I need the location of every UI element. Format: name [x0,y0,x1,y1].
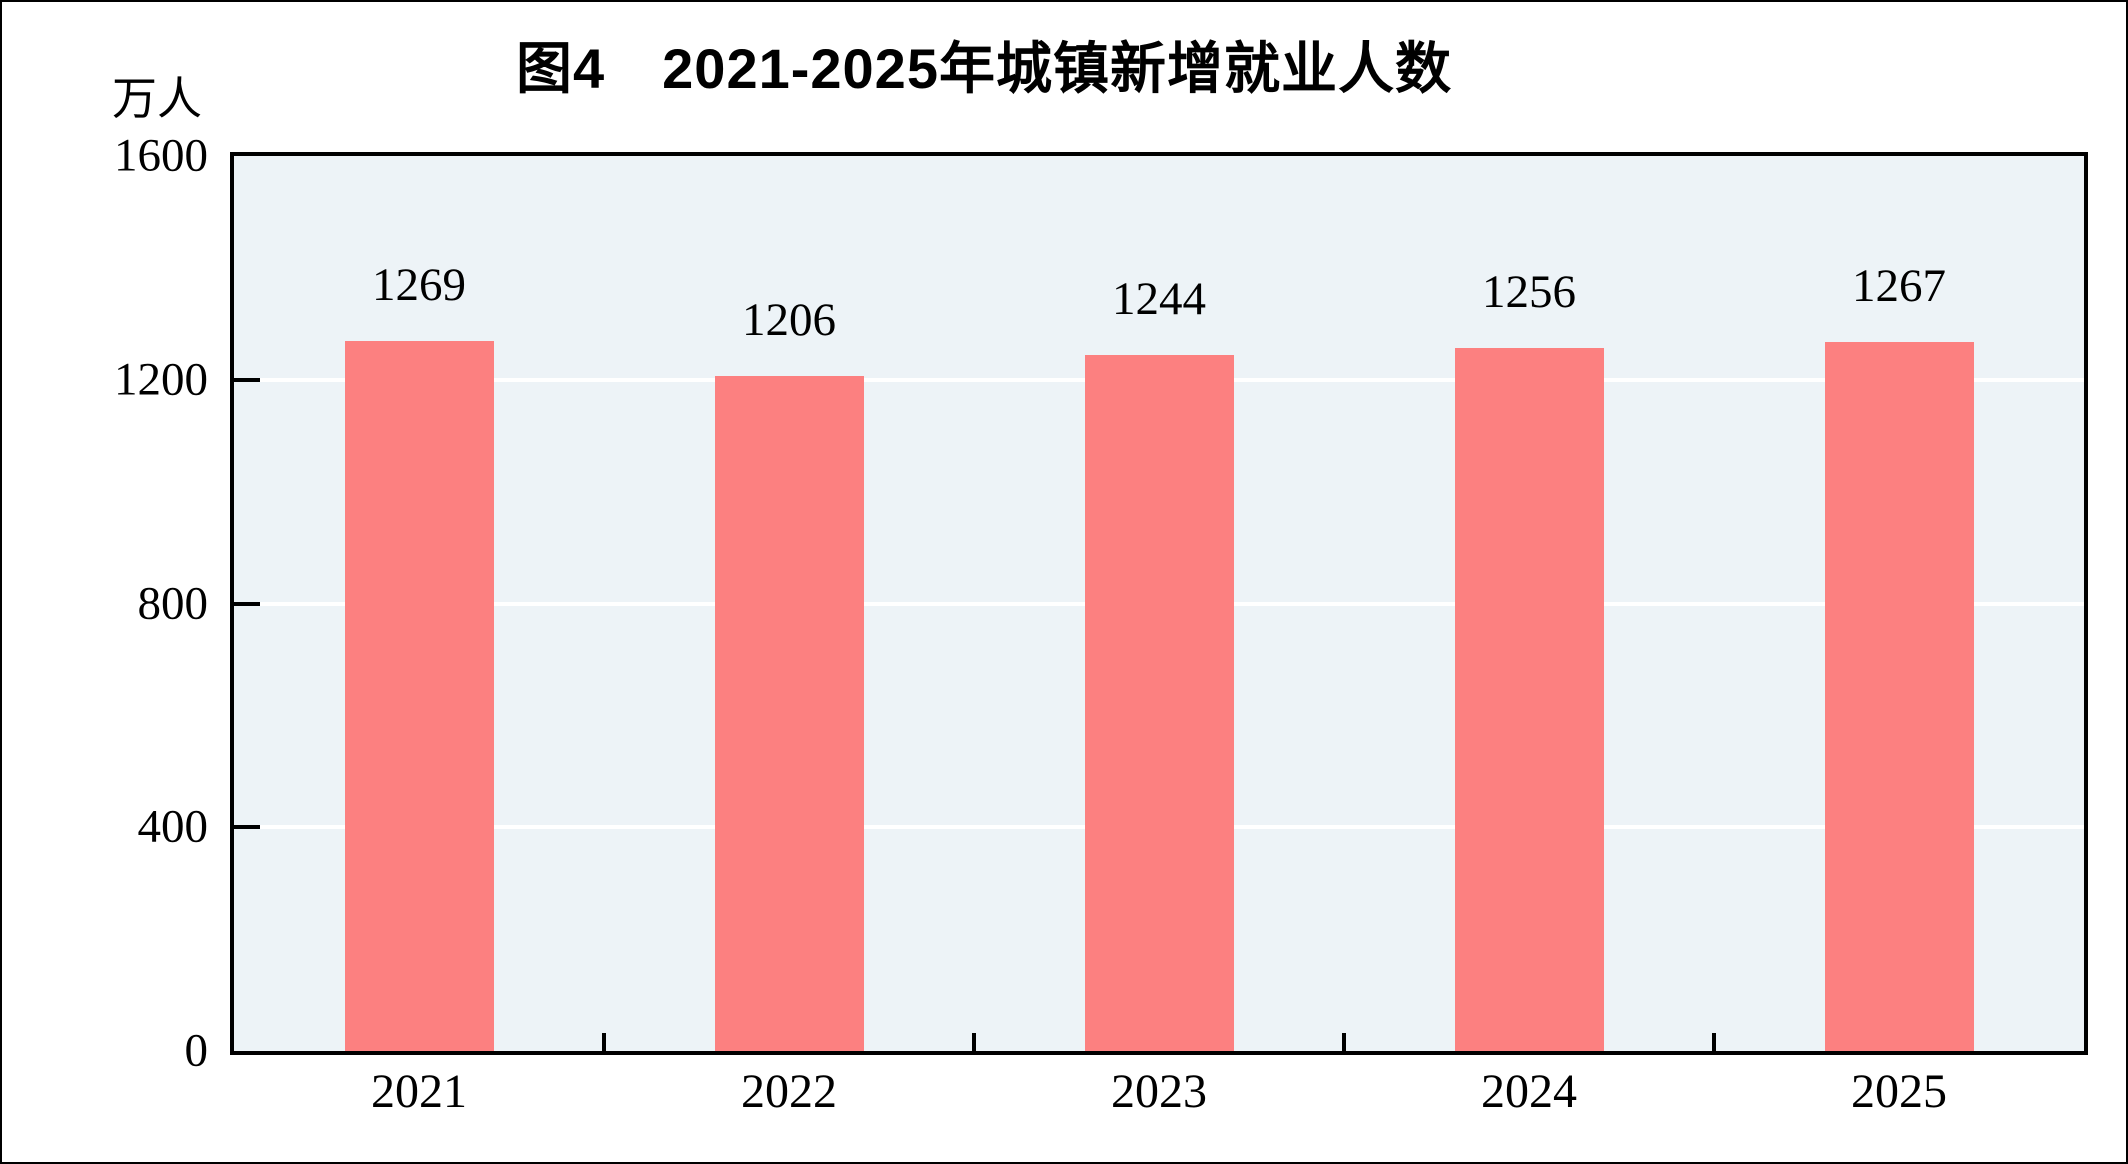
y-tick-label-1200: 1200 [114,353,208,406]
bar-value-label-2024: 1256 [1482,266,1576,319]
y-tick-label-400: 400 [137,800,209,853]
bar-value-label-2023: 1244 [1112,273,1206,326]
y-axis-tick-labels: 0 400 800 1200 1600 [2,132,209,1074]
y-axis-tick-400 [234,825,260,830]
x-axis-tick-boundary-3 [1342,1033,1346,1051]
y-axis-tick-800 [234,601,260,606]
plot-area: 1269 1206 1244 1256 1267 [230,152,2088,1055]
bar-2023 [1084,355,1234,1051]
bar-2025 [1824,342,1974,1051]
x-tick-label-2024: 2024 [1481,1065,1577,1118]
bar-2024 [1454,348,1604,1051]
x-axis-tick-boundary-1 [602,1033,606,1051]
x-axis-tick-boundary-4 [1712,1033,1716,1051]
x-tick-label-2021: 2021 [371,1065,467,1118]
x-axis-tick-labels: 2021 2022 2023 2024 2025 [234,1068,2084,1116]
bar-2021 [344,341,494,1051]
bar-2022 [714,376,864,1051]
y-tick-label-0: 0 [184,1024,209,1077]
x-axis-tick-boundary-2 [972,1033,976,1051]
x-tick-label-2022: 2022 [741,1065,837,1118]
bar-value-label-2022: 1206 [742,294,836,347]
y-tick-label-800: 800 [137,577,209,629]
y-axis-tick-1200 [234,377,260,382]
y-axis-unit-label: 万人 [111,74,202,124]
y-tick-label-1600: 1600 [114,129,208,182]
x-tick-label-2025: 2025 [1851,1065,1947,1118]
chart-title: 图4 2021-2025年城镇新增就业人数 [516,37,1452,100]
bar-value-label-2025: 1267 [1852,260,1946,313]
bar-value-label-2021: 1269 [372,259,466,312]
x-tick-label-2023: 2023 [1111,1065,1207,1118]
